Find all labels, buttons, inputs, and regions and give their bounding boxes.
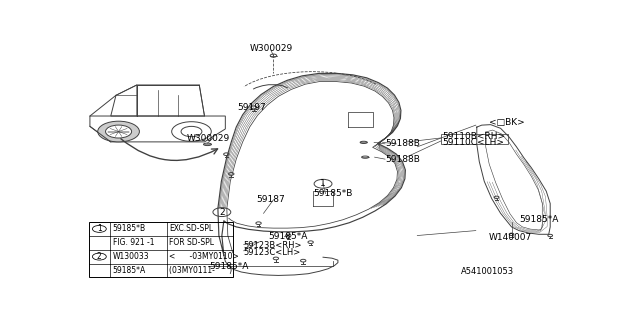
Circle shape xyxy=(98,121,140,142)
Text: EXC.SD-SPL: EXC.SD-SPL xyxy=(169,224,213,233)
Text: 1: 1 xyxy=(320,179,326,188)
Text: 1: 1 xyxy=(97,224,102,233)
Text: 59185*B: 59185*B xyxy=(313,189,353,198)
Text: <      -03MY0110>: < -03MY0110> xyxy=(169,252,239,261)
Text: 59123B<RH>: 59123B<RH> xyxy=(244,241,302,250)
Text: (03MY0111-      ): (03MY0111- ) xyxy=(169,266,232,275)
Text: W130033: W130033 xyxy=(113,252,149,261)
Text: 59185*A: 59185*A xyxy=(113,266,146,275)
Text: W300029: W300029 xyxy=(187,134,230,143)
Text: 59185*A: 59185*A xyxy=(209,262,248,271)
Text: 59185*B: 59185*B xyxy=(113,224,146,233)
Text: 59185*A: 59185*A xyxy=(269,232,308,241)
Text: 59110B<RH>: 59110B<RH> xyxy=(442,132,505,141)
Text: 2: 2 xyxy=(97,252,102,261)
Bar xyxy=(89,222,233,277)
Text: W140007: W140007 xyxy=(489,234,532,243)
Text: 59188B: 59188B xyxy=(385,139,420,148)
Text: W300029: W300029 xyxy=(250,44,292,53)
Text: 2: 2 xyxy=(219,208,225,217)
Text: 59123C<LH>: 59123C<LH> xyxy=(244,248,301,257)
Text: A541001053: A541001053 xyxy=(461,267,514,276)
Text: FOR SD-SPL: FOR SD-SPL xyxy=(169,238,214,247)
Text: 59188B: 59188B xyxy=(385,155,420,164)
Text: 59185*A: 59185*A xyxy=(519,215,558,224)
Text: 59187: 59187 xyxy=(256,195,285,204)
Text: <□BK>: <□BK> xyxy=(489,118,524,127)
Text: 59110C<LH>: 59110C<LH> xyxy=(442,138,504,148)
Text: FIG. 921 -1: FIG. 921 -1 xyxy=(113,238,154,247)
Bar xyxy=(441,134,508,144)
Circle shape xyxy=(106,125,132,138)
Text: 59197: 59197 xyxy=(237,103,266,112)
